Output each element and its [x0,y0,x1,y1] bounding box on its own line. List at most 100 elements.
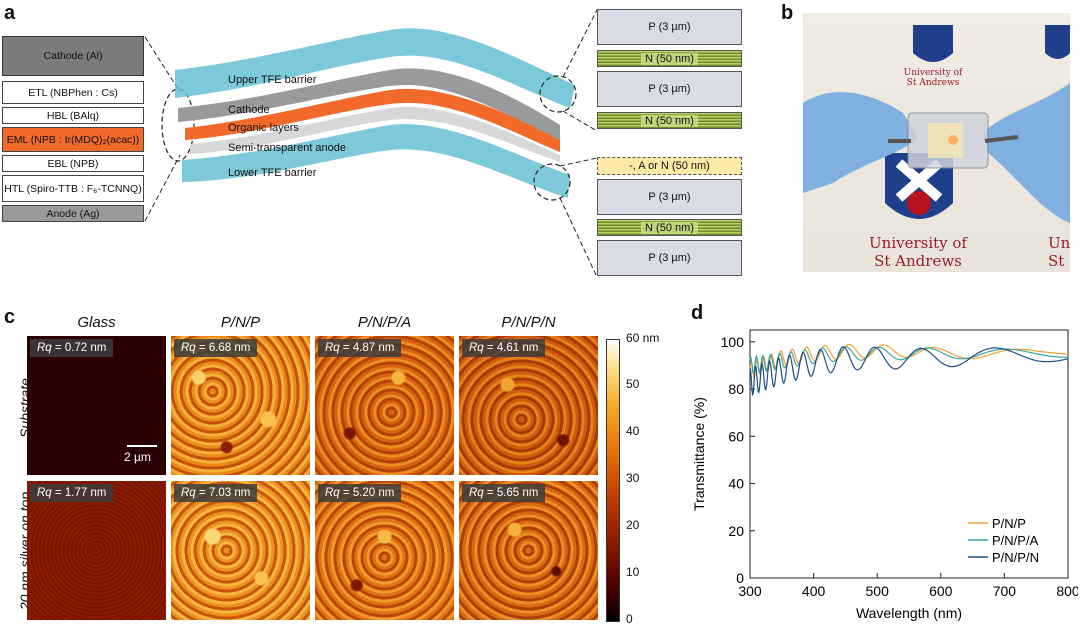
crest-icon [1045,25,1070,59]
photo-text: St [1048,252,1065,270]
photo-text: Uni [1048,234,1070,252]
layer-hbl: HBL (BAlq) [2,107,144,124]
glove-right [983,83,1070,223]
barrier-layer-p: P (3 µm) [597,179,742,215]
layer-eml: EML (NPB : Ir(MDQ)₂(acac)) [2,127,144,152]
rq-value: = 5.20 nm [342,487,395,499]
device-illustration [144,9,598,278]
afm-image: Rq = 5.20 nm [315,481,454,620]
y-axis-label: Transmittance (%) [691,397,707,511]
rq-value: = 7.03 nm [198,487,251,499]
rq-label: Rq = 1.77 nm [30,484,114,502]
afm-image: Rq = 4.87 nm [315,336,454,475]
series-line [749,346,1068,375]
rq-label: Rq = 4.87 nm [318,339,402,357]
connector-line [144,36,181,93]
y-tick-label: 100 [721,334,745,350]
layer-etl: ETL (NBPhen : Cs) [2,81,144,104]
y-tick-label: 80 [728,381,744,397]
colorbar-tick: 30 [626,471,640,485]
barrier-layer-n: N (50 nm) [597,50,742,67]
cathode-layer [178,68,560,140]
column-title-pnpn: P/N/P/N [501,314,556,331]
connector-line [144,154,181,222]
rq-label: Rq = 5.65 nm [462,484,546,502]
rq-symbol: Rq [37,342,52,354]
x-tick-label: 800 [1056,583,1078,599]
panel-label-a: a [4,2,16,24]
barrier-layer-label: N (50 nm) [641,221,698,234]
rq-value: = 5.65 nm [486,487,539,499]
afm-image: Rq = 1.77 nm [27,481,166,620]
colorbar-tick: 60 nm [626,331,660,345]
barrier-layer-label: -, A or N (50 nm) [629,160,710,172]
barrier-layer-p: P (3 µm) [597,9,742,45]
rq-symbol: Rq [181,487,196,499]
rq-symbol: Rq [181,342,196,354]
afm-image: Rq = 5.65 nm [459,481,598,620]
x-tick-label: 600 [929,583,953,599]
barrier-layer-label: P (3 µm) [648,83,691,95]
label-upper-tfe: Upper TFE barrier [228,74,317,86]
x-tick-label: 700 [993,583,1017,599]
organic-layer [185,88,560,152]
rq-symbol: Rq [469,487,484,499]
layer-label: Anode (Ag) [46,207,100,220]
photo-text: St Andrews [906,78,960,88]
layer-htl: HTL (Spiro-TTB : F₆-TCNNQ) [2,175,144,202]
device-photo: University of St Andrews University of S… [803,13,1070,272]
rq-symbol: Rq [469,342,484,354]
afm-image: Rq = 7.03 nm [171,481,310,620]
barrier-layer-optional: -, A or N (50 nm) [597,157,742,175]
colorbar-tick: 40 [626,424,640,438]
x-tick-label: 500 [866,583,890,599]
plot-frame [749,329,1069,579]
panel-label-d: d [691,302,704,324]
legend-label: P/N/P/A [992,533,1039,548]
lion-icon [907,191,931,215]
barrier-layer-label: P (3 µm) [648,191,691,203]
colorbar [606,339,620,622]
glove-left [803,92,918,193]
x-tick-label: 400 [802,583,826,599]
zoom-circle [533,163,571,201]
connector-line [562,110,598,132]
legend-label: P/N/P [992,516,1026,531]
layer-anode: Anode (Ag) [2,205,144,222]
barrier-layer-label: N (50 nm) [641,114,698,127]
rq-value: = 1.77 nm [54,487,107,499]
scale-bar [127,445,157,447]
layer-label: HBL (BAlq) [46,109,100,122]
x-axis-label: Wavelength (nm) [856,605,962,621]
rq-label: Rq = 5.20 nm [318,484,402,502]
x-tick-label: 300 [738,583,762,599]
layer-cathode: Cathode (Al) [2,36,144,76]
zoom-circle [161,88,195,162]
photo-text: University of [869,234,967,252]
rq-value: = 6.68 nm [198,342,251,354]
layer-label: ETL (NBPhen : Cs) [28,86,118,99]
crest-icon [913,25,953,62]
connector-line [559,197,598,278]
y-tick-label: 40 [728,476,744,492]
label-cathode: Cathode [228,104,270,116]
colorbar-tick: 20 [626,518,640,532]
layer-label: EML (NPB : Ir(MDQ)₂(acac)) [6,133,140,146]
label-organic: Organic layers [228,122,299,134]
series-line [749,346,1069,397]
scale-bar-label: 2 µm [124,450,151,464]
rq-symbol: Rq [325,487,340,499]
rq-value: = 0.72 nm [54,342,107,354]
photo-text: University of [903,68,963,78]
column-title-pnpa: P/N/P/A [357,314,412,331]
y-tick-label: 60 [728,428,744,444]
rq-symbol: Rq [37,487,52,499]
y-tick-label: 0 [736,570,744,586]
barrier-layer-label: P (3 µm) [648,21,691,33]
afm-image: Rq = 6.68 nm [171,336,310,475]
layer-label: EBL (NPB) [47,157,99,170]
colorbar-tick: 50 [626,377,640,391]
rq-value: = 4.61 nm [486,342,539,354]
saltire-icon [895,159,943,202]
afm-image: Rq = 4.61 nm [459,336,598,475]
